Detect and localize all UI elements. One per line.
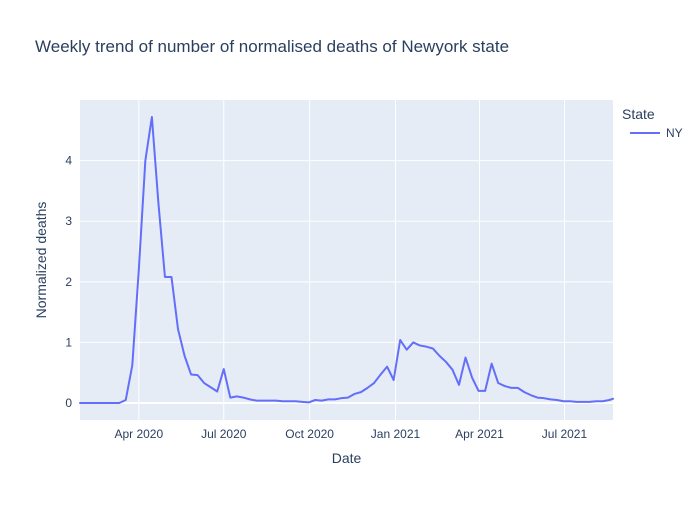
x-tick-label: Jul 2021 [542,427,588,441]
x-tick-label: Jan 2021 [371,427,421,441]
plot-area [80,100,613,420]
legend-item-ny[interactable]: NY [666,126,683,140]
grid-lines [80,100,613,420]
x-tick-label: Apr 2020 [114,427,163,441]
x-tick-label: Oct 2020 [285,427,334,441]
series-layer [79,115,614,405]
series-line-ny[interactable] [79,115,614,405]
y-axis-label: Normalized deaths [33,202,49,319]
y-tick-label: 0 [65,396,72,410]
y-tick-label: 2 [65,275,72,289]
legend[interactable]: State NY [622,106,683,140]
x-tick-label: Apr 2021 [455,427,504,441]
y-tick-label: 1 [65,335,72,349]
tick-labels: 0 1 2 3 4 Apr 2020 Jul 2020 Oct 2020 Jan 2021 Apr… [65,154,587,441]
y-tick-label: 4 [65,154,72,168]
x-tick-label: Jul 2020 [201,427,247,441]
legend-title: State [622,106,655,122]
x-axis-label: Date [332,450,362,466]
chart-title: Weekly trend of number of normalised dea… [35,37,509,56]
y-tick-label: 3 [65,214,72,228]
